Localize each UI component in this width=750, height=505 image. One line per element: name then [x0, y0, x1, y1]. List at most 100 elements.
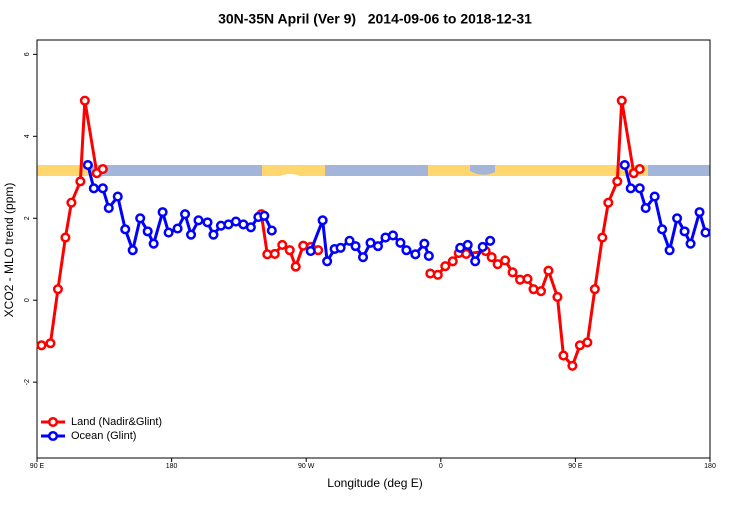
series-line: [41, 99, 641, 368]
point: [193, 215, 204, 226]
x-tick-label: 90 E: [568, 463, 583, 470]
point: [597, 232, 608, 243]
point: [277, 239, 288, 250]
ocean-band: [325, 165, 428, 176]
y-tick-label: 0: [24, 298, 31, 302]
point: [335, 242, 346, 253]
legend-label: Ocean (Glint): [71, 430, 136, 442]
point: [79, 95, 90, 106]
point: [120, 224, 131, 235]
point: [127, 245, 138, 256]
point: [305, 245, 316, 257]
point: [266, 225, 277, 236]
point: [470, 256, 481, 267]
point: [423, 250, 434, 262]
point: [700, 227, 711, 238]
point: [461, 248, 472, 259]
point: [245, 222, 256, 233]
point: [401, 245, 412, 256]
y-tick-label: -2: [24, 379, 31, 385]
point: [634, 183, 645, 194]
point: [97, 183, 108, 194]
point: [419, 238, 430, 249]
y-axis-label: XCO2 - MLO trend (ppm): [2, 183, 16, 318]
point: [317, 215, 328, 226]
point: [372, 241, 384, 252]
point: [535, 286, 547, 297]
point: [672, 213, 683, 224]
point: [172, 223, 183, 234]
point: [290, 261, 301, 272]
point: [82, 159, 93, 171]
x-axis-label: Longitude (deg E): [327, 476, 422, 490]
point: [582, 337, 593, 348]
plot-frame: [36, 39, 711, 459]
x-tick-label: 180: [704, 463, 716, 470]
point: [500, 255, 511, 266]
point: [462, 239, 473, 250]
point: [507, 267, 518, 278]
point: [612, 176, 623, 187]
point: [387, 230, 398, 241]
point: [112, 191, 123, 202]
point: [60, 232, 71, 243]
point: [97, 164, 108, 175]
point: [543, 265, 554, 276]
point: [142, 226, 153, 237]
legend-marker: [47, 430, 59, 442]
y-tick-label: 4: [24, 134, 31, 138]
point: [208, 229, 219, 240]
y-tick-label: 6: [24, 52, 31, 56]
point: [357, 252, 369, 263]
point: [619, 159, 630, 171]
point: [485, 235, 496, 246]
x-tick-label: 0: [439, 463, 443, 470]
point: [36, 340, 47, 351]
point: [486, 252, 497, 263]
point: [103, 202, 114, 214]
x-tick-label: 180: [166, 463, 178, 470]
point: [447, 256, 458, 267]
point: [202, 217, 213, 228]
point: [410, 249, 421, 260]
point: [552, 291, 563, 302]
x-tick-label: 90 E: [30, 463, 45, 470]
point: [88, 183, 99, 194]
point: [259, 210, 270, 221]
y-tick-label: 2: [24, 216, 31, 220]
point: [440, 261, 451, 272]
point: [395, 237, 406, 248]
chart-title: 30N-35N April (Ver 9) 2014-09-06 to 2018…: [218, 11, 532, 27]
point: [284, 245, 295, 256]
point: [163, 227, 174, 238]
point: [664, 245, 675, 256]
point: [603, 197, 614, 208]
point: [148, 238, 159, 249]
point: [694, 207, 705, 218]
point: [344, 235, 355, 246]
point: [522, 273, 533, 284]
point: [322, 256, 333, 267]
point: [625, 183, 636, 194]
point: [679, 226, 690, 237]
point: [567, 360, 578, 371]
point: [66, 197, 77, 208]
mask-strip: [37, 165, 710, 176]
point: [269, 248, 280, 259]
point: [616, 95, 627, 106]
point: [157, 207, 168, 218]
point: [657, 224, 668, 235]
land-band: [37, 165, 90, 176]
point: [558, 350, 569, 361]
point: [52, 284, 63, 295]
point: [589, 284, 600, 295]
point: [75, 176, 86, 187]
point: [350, 241, 361, 252]
ocean-band: [90, 165, 262, 176]
point: [640, 202, 651, 214]
point: [649, 191, 660, 202]
x-tick-label: 90 W: [298, 463, 315, 470]
ocean-band: [470, 165, 495, 175]
point: [180, 209, 191, 220]
